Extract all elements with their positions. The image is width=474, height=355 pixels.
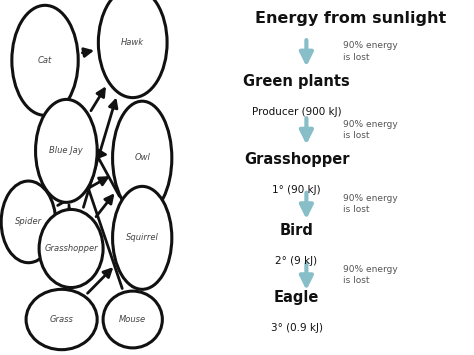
Text: 1° (90 kJ): 1° (90 kJ)	[272, 185, 321, 195]
Ellipse shape	[1, 181, 56, 263]
Text: Grasshopper: Grasshopper	[244, 152, 349, 167]
Text: Eagle: Eagle	[274, 290, 319, 305]
Text: Green plants: Green plants	[243, 74, 350, 89]
Text: Producer (900 kJ): Producer (900 kJ)	[252, 106, 341, 116]
Text: Grasshopper: Grasshopper	[44, 244, 98, 253]
Ellipse shape	[36, 99, 97, 202]
Ellipse shape	[12, 5, 78, 115]
Text: Mouse: Mouse	[119, 315, 146, 324]
Ellipse shape	[103, 291, 162, 348]
Text: Squirrel: Squirrel	[126, 233, 159, 242]
Text: Bird: Bird	[280, 223, 313, 238]
Ellipse shape	[99, 0, 167, 98]
Text: Cat: Cat	[38, 56, 52, 65]
Text: 90% energy
is lost: 90% energy is lost	[343, 120, 398, 140]
Text: 2° (9 kJ): 2° (9 kJ)	[275, 256, 318, 266]
Text: Grass: Grass	[50, 315, 73, 324]
Text: Owl: Owl	[134, 153, 150, 163]
Ellipse shape	[26, 289, 97, 350]
Text: Blue Jay: Blue Jay	[49, 146, 83, 155]
Ellipse shape	[112, 101, 172, 215]
Text: Spider: Spider	[15, 217, 42, 226]
Ellipse shape	[112, 186, 172, 289]
Text: Energy from sunlight: Energy from sunlight	[255, 11, 447, 26]
Text: 90% energy
is lost: 90% energy is lost	[343, 265, 398, 285]
Text: 3° (0.9 kJ): 3° (0.9 kJ)	[271, 323, 322, 333]
Ellipse shape	[39, 209, 103, 288]
Text: 90% energy
is lost: 90% energy is lost	[343, 42, 398, 61]
Text: 90% energy
is lost: 90% energy is lost	[343, 194, 398, 214]
Text: Hawk: Hawk	[121, 38, 144, 47]
